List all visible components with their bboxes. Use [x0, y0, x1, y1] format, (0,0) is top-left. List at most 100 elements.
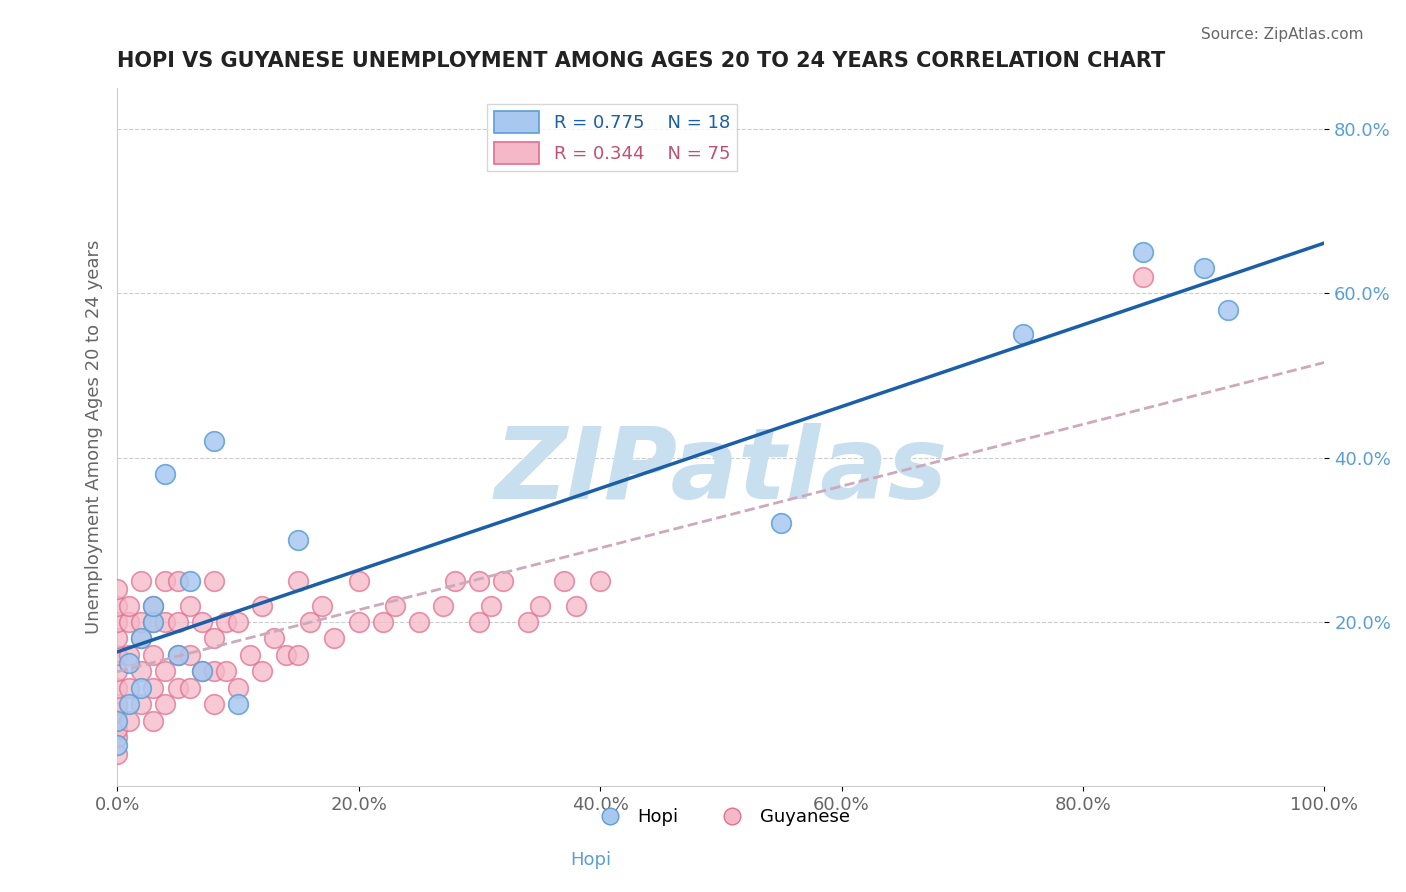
Point	[118, 698, 141, 712]
Point	[408, 615, 430, 629]
Point	[105, 582, 128, 596]
Point	[142, 599, 165, 613]
Text: Source: ZipAtlas.com: Source: ZipAtlas.com	[1201, 27, 1364, 42]
Point	[131, 665, 153, 679]
Point	[226, 698, 249, 712]
Point	[468, 615, 491, 629]
Legend: Hopi, Guyanese: Hopi, Guyanese	[585, 801, 856, 833]
Point	[155, 615, 177, 629]
Point	[166, 648, 188, 662]
Point	[155, 698, 177, 712]
Point	[202, 434, 225, 449]
Point	[516, 615, 538, 629]
Point	[589, 574, 612, 588]
Point	[347, 615, 370, 629]
Point	[432, 599, 454, 613]
Point	[371, 615, 394, 629]
Point	[202, 574, 225, 588]
Point	[105, 722, 128, 736]
Point	[142, 714, 165, 728]
Point	[142, 615, 165, 629]
Point	[1192, 261, 1215, 276]
Point	[118, 681, 141, 695]
Point	[384, 599, 406, 613]
Point	[142, 615, 165, 629]
Point	[166, 615, 188, 629]
Point	[190, 665, 212, 679]
Point	[250, 665, 273, 679]
Point	[226, 615, 249, 629]
Point	[105, 739, 128, 753]
Point	[287, 574, 309, 588]
Point	[105, 632, 128, 646]
Point	[179, 648, 201, 662]
Point	[105, 747, 128, 761]
Point	[287, 648, 309, 662]
Point	[131, 681, 153, 695]
Point	[142, 681, 165, 695]
Point	[347, 574, 370, 588]
Point	[444, 574, 467, 588]
Point	[155, 665, 177, 679]
Point	[105, 714, 128, 728]
Point	[105, 599, 128, 613]
Point	[131, 632, 153, 646]
Point	[276, 648, 298, 662]
Point	[323, 632, 346, 646]
Point	[166, 681, 188, 695]
Point	[287, 533, 309, 547]
Point	[105, 615, 128, 629]
Point	[226, 681, 249, 695]
Point	[468, 574, 491, 588]
Point	[131, 698, 153, 712]
Point	[179, 574, 201, 588]
Text: HOPI VS GUYANESE UNEMPLOYMENT AMONG AGES 20 TO 24 YEARS CORRELATION CHART: HOPI VS GUYANESE UNEMPLOYMENT AMONG AGES…	[117, 51, 1166, 70]
Point	[1132, 244, 1154, 259]
Point	[481, 599, 503, 613]
Point	[179, 681, 201, 695]
Point	[250, 599, 273, 613]
Point	[131, 632, 153, 646]
Point	[105, 665, 128, 679]
Point	[105, 681, 128, 695]
Point	[311, 599, 333, 613]
Point	[529, 599, 551, 613]
Point	[142, 648, 165, 662]
Point	[565, 599, 588, 613]
Point	[299, 615, 322, 629]
Point	[202, 632, 225, 646]
Y-axis label: Unemployment Among Ages 20 to 24 years: Unemployment Among Ages 20 to 24 years	[86, 240, 103, 634]
Point	[131, 615, 153, 629]
Point	[142, 599, 165, 613]
Point	[118, 714, 141, 728]
Point	[166, 574, 188, 588]
Point	[215, 615, 238, 629]
Point	[118, 615, 141, 629]
Point	[118, 656, 141, 670]
Point	[202, 698, 225, 712]
Point	[155, 467, 177, 481]
Point	[105, 706, 128, 720]
Point	[166, 648, 188, 662]
Text: ZIPatlas: ZIPatlas	[495, 424, 948, 520]
Point	[1132, 269, 1154, 284]
Point	[179, 599, 201, 613]
Point	[770, 516, 793, 531]
Point	[155, 574, 177, 588]
Point	[105, 648, 128, 662]
Point	[1011, 327, 1033, 342]
Point	[215, 665, 238, 679]
Point	[105, 698, 128, 712]
Point	[190, 615, 212, 629]
Point	[239, 648, 262, 662]
Point	[118, 648, 141, 662]
Point	[190, 665, 212, 679]
Point	[131, 574, 153, 588]
Point	[202, 665, 225, 679]
Text: Hopi: Hopi	[569, 851, 612, 869]
Point	[105, 730, 128, 744]
Point	[263, 632, 285, 646]
Point	[492, 574, 515, 588]
Point	[118, 599, 141, 613]
Point	[553, 574, 575, 588]
